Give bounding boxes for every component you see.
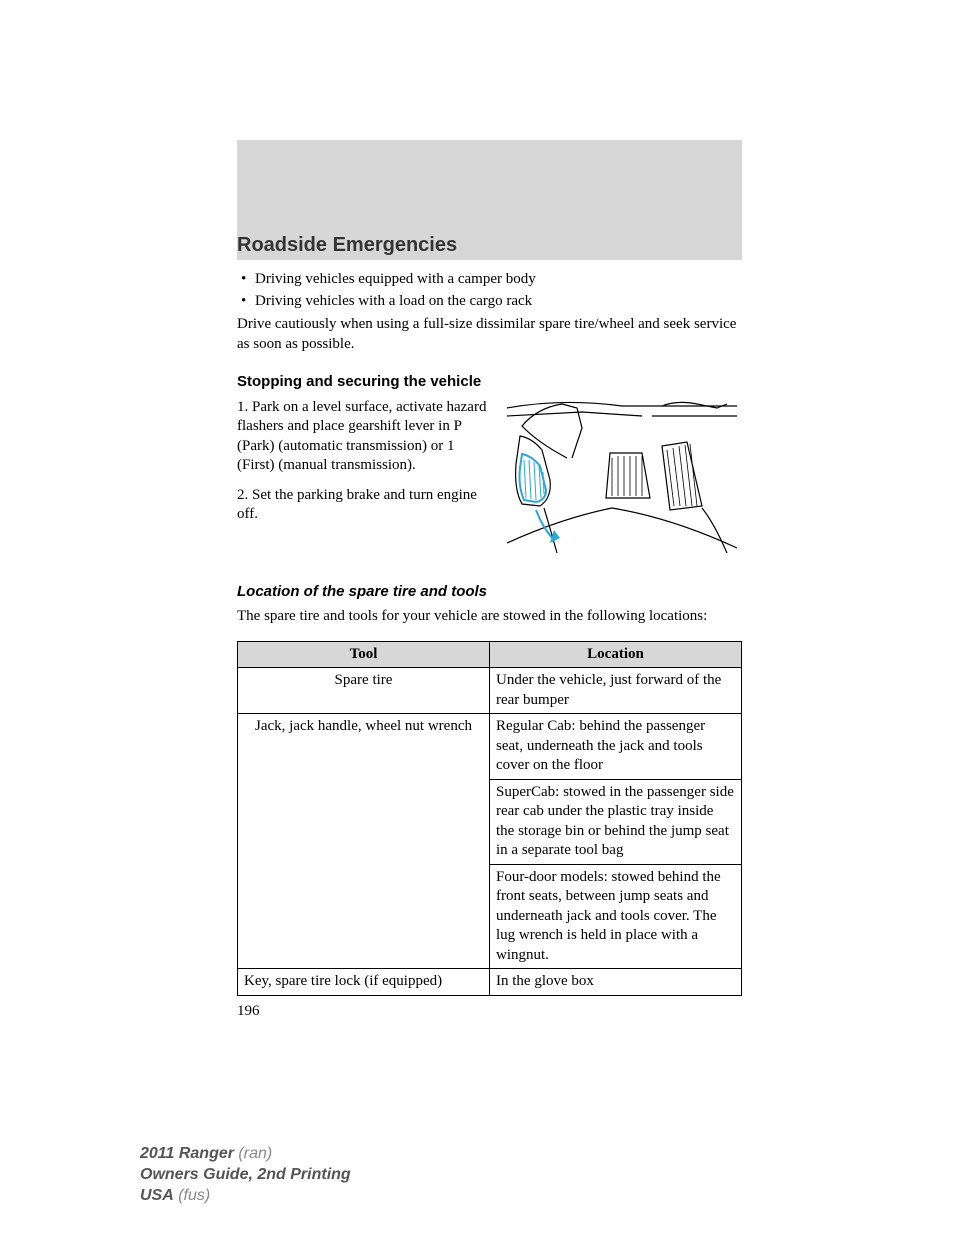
footer-region: USA [140, 1187, 174, 1204]
cell-tool: Jack, jack handle, wheel nut wrench [238, 714, 490, 969]
page-number: 196 [237, 1002, 742, 1022]
locations-intro: The spare tire and tools for your vehicl… [237, 607, 742, 627]
footer-line-1: 2011 Ranger (ran) [140, 1144, 351, 1165]
bullet-list: Driving vehicles equipped with a camper … [237, 270, 742, 311]
cell-tool: Key, spare tire lock (if equipped) [238, 969, 490, 996]
footer-block: 2011 Ranger (ran) Owners Guide, 2nd Prin… [140, 1144, 351, 1206]
step-1: 1. Park on a level surface, activate haz… [237, 398, 488, 476]
subheading-location: Location of the spare tire and tools [237, 582, 742, 602]
table-row: Spare tire Under the vehicle, just forwa… [238, 668, 742, 714]
footer-line-3: USA (fus) [140, 1186, 351, 1207]
section-title: Roadside Emergencies [237, 234, 457, 257]
footer-model: 2011 Ranger [140, 1145, 234, 1162]
table-row: Jack, jack handle, wheel nut wrench Regu… [238, 714, 742, 780]
pedal-diagram [502, 398, 742, 558]
bullet-item: Driving vehicles with a load on the carg… [237, 292, 742, 312]
footer-guide: Owners Guide, 2nd Printing [140, 1166, 351, 1183]
steps-column: 1. Park on a level surface, activate haz… [237, 398, 488, 558]
col-header-location: Location [490, 641, 742, 668]
bullet-item: Driving vehicles equipped with a camper … [237, 270, 742, 290]
footer-line-2: Owners Guide, 2nd Printing [140, 1165, 351, 1186]
subheading-stopping: Stopping and securing the vehicle [237, 372, 742, 392]
two-column-block: 1. Park on a level surface, activate haz… [237, 398, 742, 558]
intro-paragraph: Drive cautiously when using a full-size … [237, 315, 742, 354]
table-row: Key, spare tire lock (if equipped) In th… [238, 969, 742, 996]
tools-table: Tool Location Spare tire Under the vehic… [237, 641, 742, 996]
cell-tool: Spare tire [238, 668, 490, 714]
cell-location: In the glove box [490, 969, 742, 996]
cell-location: Under the vehicle, just forward of the r… [490, 668, 742, 714]
page-content: Driving vehicles equipped with a camper … [237, 270, 742, 1021]
col-header-tool: Tool [238, 641, 490, 668]
footer-region-code: (fus) [174, 1187, 210, 1204]
cell-location: SuperCab: stowed in the passenger side r… [490, 779, 742, 864]
cell-location: Four-door models: stowed behind the fron… [490, 864, 742, 969]
footer-code: (ran) [234, 1145, 272, 1162]
step-2: 2. Set the parking brake and turn engine… [237, 486, 488, 525]
cell-location: Regular Cab: behind the passenger seat, … [490, 714, 742, 780]
